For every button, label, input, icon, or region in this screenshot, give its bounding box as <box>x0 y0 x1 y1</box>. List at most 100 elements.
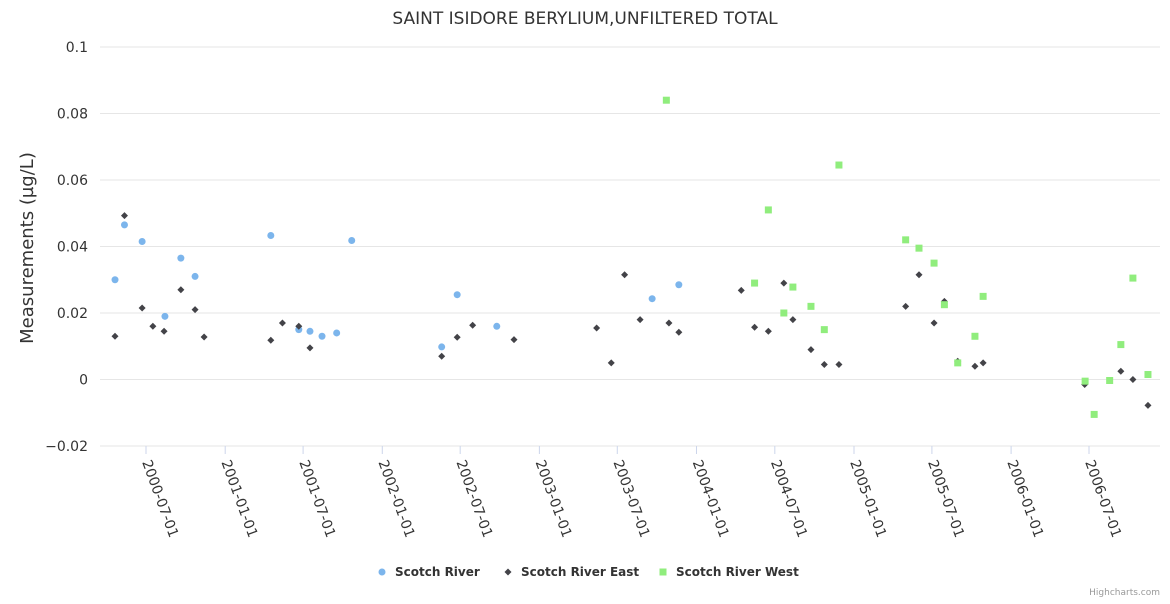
data-point[interactable] <box>621 271 629 279</box>
data-point[interactable] <box>160 327 168 335</box>
data-point[interactable] <box>111 276 119 284</box>
legend-label: Scotch River <box>395 565 480 579</box>
data-point[interactable] <box>835 361 843 369</box>
data-point[interactable] <box>789 316 797 324</box>
data-point[interactable] <box>979 359 987 367</box>
x-tick-label: 2003-07-01 <box>610 458 653 540</box>
data-point[interactable] <box>1090 410 1098 418</box>
data-point[interactable] <box>267 232 275 240</box>
data-point[interactable] <box>318 332 326 340</box>
data-point[interactable] <box>333 329 341 337</box>
data-point[interactable] <box>764 327 772 335</box>
data-point[interactable] <box>138 238 146 246</box>
data-point[interactable] <box>971 362 979 370</box>
data-point[interactable] <box>751 279 759 287</box>
y-tick-label: 0.06 <box>57 173 88 189</box>
data-point[interactable] <box>1106 376 1114 384</box>
data-point[interactable] <box>751 323 759 331</box>
x-tick-label: 2000-07-01 <box>138 458 181 540</box>
data-point[interactable] <box>120 221 128 229</box>
x-tick-label: 2001-07-01 <box>295 458 338 540</box>
data-point[interactable] <box>662 96 670 104</box>
data-point[interactable] <box>161 312 169 320</box>
data-point[interactable] <box>1129 376 1137 383</box>
data-point[interactable] <box>764 206 772 214</box>
data-point[interactable] <box>278 319 286 327</box>
legend-marker-icon <box>378 568 386 576</box>
y-tick-label: 0.04 <box>57 240 88 256</box>
data-point[interactable] <box>789 283 797 291</box>
data-point[interactable] <box>1144 401 1152 409</box>
data-point[interactable] <box>191 306 199 314</box>
data-point[interactable] <box>306 327 314 335</box>
data-point[interactable] <box>737 286 745 294</box>
data-point[interactable] <box>807 346 815 354</box>
data-point[interactable] <box>200 333 208 341</box>
series-scotch-river-west <box>662 96 1152 418</box>
y-tick-label: −0.02 <box>45 439 88 455</box>
data-point[interactable] <box>149 322 157 330</box>
data-point[interactable] <box>1129 274 1137 282</box>
data-point[interactable] <box>930 319 938 327</box>
data-point[interactable] <box>1081 377 1089 385</box>
data-point[interactable] <box>1144 371 1152 379</box>
data-point[interactable] <box>1117 341 1125 349</box>
data-point[interactable] <box>306 344 314 352</box>
data-point[interactable] <box>979 292 987 300</box>
legend-marker-icon <box>659 568 667 576</box>
data-point[interactable] <box>177 254 185 262</box>
data-point[interactable] <box>940 301 948 309</box>
x-tick-label: 2006-07-01 <box>1081 458 1124 540</box>
data-point[interactable] <box>780 279 788 287</box>
data-point[interactable] <box>120 212 128 220</box>
data-point[interactable] <box>915 271 923 279</box>
data-point[interactable] <box>453 333 461 341</box>
legend-item[interactable]: Scotch River West <box>659 565 800 579</box>
data-point[interactable] <box>675 281 683 289</box>
x-tick-label: 2002-07-01 <box>452 458 495 540</box>
data-point[interactable] <box>648 295 656 303</box>
data-point[interactable] <box>469 321 477 329</box>
data-point[interactable] <box>954 359 962 367</box>
data-point[interactable] <box>111 332 119 340</box>
data-point[interactable] <box>438 352 446 360</box>
data-point[interactable] <box>665 319 673 327</box>
data-point[interactable] <box>453 291 461 299</box>
legend-item[interactable]: Scotch River East <box>504 565 640 579</box>
data-point[interactable] <box>1117 367 1125 375</box>
data-point[interactable] <box>593 324 601 332</box>
x-tick-label: 2004-01-01 <box>689 458 732 540</box>
x-tick-label: 2003-01-01 <box>532 458 575 540</box>
series-scotch-river <box>111 221 683 351</box>
legend-item[interactable]: Scotch River <box>378 565 480 579</box>
credits-link[interactable]: Highcharts.com <box>1089 588 1160 598</box>
data-point[interactable] <box>191 272 199 280</box>
data-point[interactable] <box>902 236 910 244</box>
x-tick-label: 2004-07-01 <box>767 458 810 540</box>
x-tick-label: 2002-01-01 <box>375 458 418 540</box>
data-point[interactable] <box>267 336 275 344</box>
data-point[interactable] <box>636 316 644 324</box>
data-point[interactable] <box>510 336 518 344</box>
data-point[interactable] <box>820 326 828 334</box>
data-point[interactable] <box>295 322 303 330</box>
legend-label: Scotch River West <box>676 565 799 579</box>
data-point[interactable] <box>971 332 979 340</box>
data-point[interactable] <box>915 244 923 252</box>
x-tick-label: 2005-07-01 <box>924 458 967 540</box>
data-point[interactable] <box>348 237 356 245</box>
y-tick-label: 0 <box>79 373 88 389</box>
data-point[interactable] <box>902 302 910 310</box>
data-point[interactable] <box>493 322 501 330</box>
data-point[interactable] <box>780 309 788 317</box>
legend-marker-icon <box>504 568 512 576</box>
data-point[interactable] <box>138 304 146 312</box>
data-point[interactable] <box>438 343 446 351</box>
data-point[interactable] <box>177 286 185 294</box>
data-point[interactable] <box>607 359 615 367</box>
data-point[interactable] <box>675 328 683 336</box>
data-point[interactable] <box>807 302 815 310</box>
data-point[interactable] <box>820 361 828 369</box>
data-point[interactable] <box>835 161 843 169</box>
data-point[interactable] <box>930 259 938 267</box>
